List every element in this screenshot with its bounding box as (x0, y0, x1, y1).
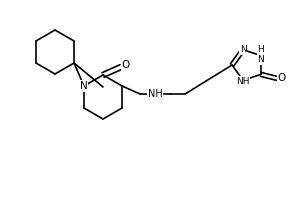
Text: O: O (278, 73, 286, 83)
Text: NH: NH (148, 89, 162, 99)
Text: N: N (240, 45, 246, 54)
Text: NH: NH (236, 77, 250, 86)
Text: O: O (122, 60, 130, 70)
Text: N: N (80, 81, 88, 91)
Text: H
N: H N (258, 45, 264, 64)
